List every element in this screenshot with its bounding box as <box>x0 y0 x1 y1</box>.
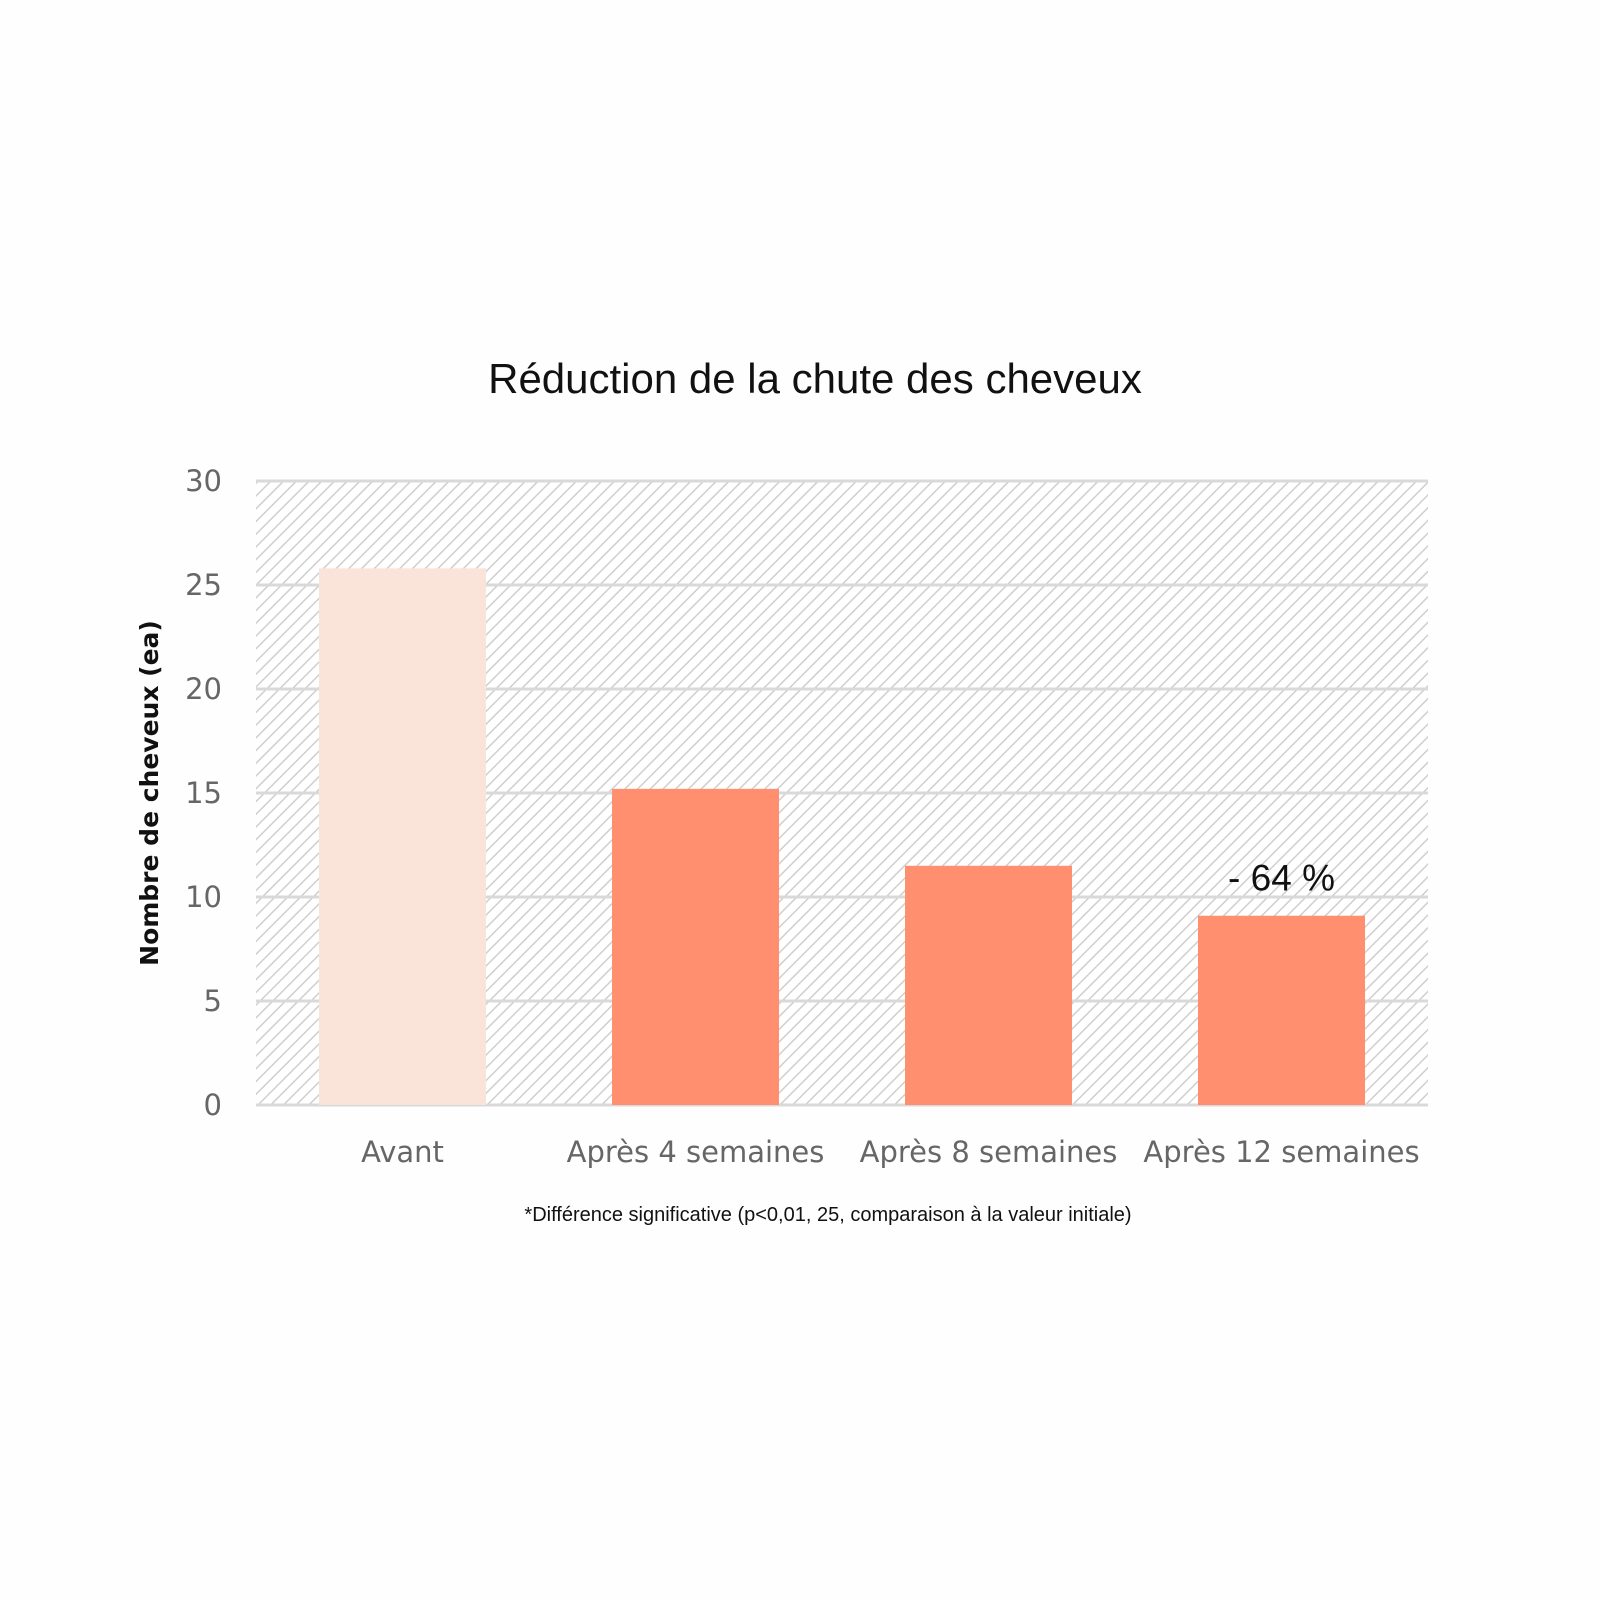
bar <box>905 865 1072 1105</box>
x-tick-label: Après 4 semaines <box>567 1135 825 1169</box>
y-tick-label: 10 <box>185 880 222 914</box>
y-axis-ticks: 0 5 10 15 20 25 30 <box>185 464 222 1122</box>
y-tick-label: 15 <box>185 776 222 810</box>
annotations: - 64 % <box>1228 858 1335 899</box>
y-axis-label: Nombre de cheveux (ea) <box>135 620 164 966</box>
bar <box>1198 915 1365 1105</box>
x-tick-label: Après 8 semaines <box>860 1135 1118 1169</box>
y-tick-label: 25 <box>185 568 222 602</box>
y-tick-label: 30 <box>185 464 222 498</box>
bars <box>319 568 1365 1105</box>
x-tick-label: Avant <box>361 1135 444 1169</box>
y-tick-label: 0 <box>204 1088 222 1122</box>
y-tick-label: 20 <box>185 672 222 706</box>
bar <box>612 788 779 1105</box>
chart-title: Réduction de la chute des cheveux <box>488 355 1142 402</box>
y-tick-label: 5 <box>204 984 222 1018</box>
bar <box>319 568 486 1105</box>
x-tick-label: Après 12 semaines <box>1143 1135 1419 1169</box>
x-axis-labels: Avant Après 4 semaines Après 8 semaines Apr… <box>361 1135 1420 1169</box>
footnote: *Différence significative (p<0,01, 25, c… <box>524 1204 1131 1226</box>
annotation-label: - 64 % <box>1228 858 1335 899</box>
